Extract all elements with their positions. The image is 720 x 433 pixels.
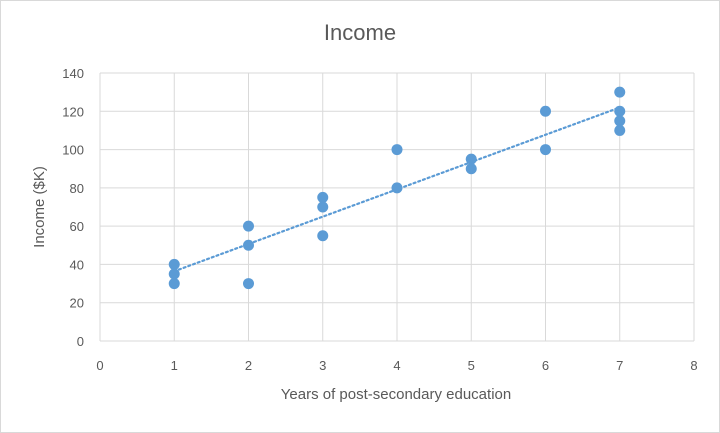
data-point [168, 278, 180, 290]
data-points [168, 86, 626, 290]
data-point [614, 115, 626, 127]
data-point [614, 86, 626, 98]
x-tick-label: 5 [468, 358, 475, 373]
data-point [465, 163, 477, 175]
x-tick-label: 3 [319, 358, 326, 373]
data-point [317, 201, 329, 213]
x-tick-label: 6 [542, 358, 549, 373]
x-axis-ticks: 0 1 2 3 4 5 6 7 8 [96, 358, 697, 373]
y-tick-label: 140 [62, 66, 84, 81]
data-point [243, 220, 254, 232]
data-point [317, 191, 329, 203]
data-point [168, 258, 180, 270]
data-point [540, 105, 551, 117]
y-tick-label: 0 [77, 334, 84, 349]
data-point [540, 144, 551, 156]
chart-title: Income [324, 20, 396, 45]
data-point [614, 105, 626, 117]
x-axis-title: Years of post-secondary education [281, 386, 511, 403]
y-axis-title: Income ($K) [31, 166, 48, 248]
gridlines [99, 72, 695, 342]
x-tick-label: 8 [690, 358, 697, 373]
data-point [317, 230, 329, 242]
y-tick-label: 100 [62, 143, 84, 158]
data-point [168, 268, 180, 280]
data-point [243, 278, 254, 290]
y-axis-ticks: 0 20 40 60 80 100 120 140 [62, 66, 84, 349]
y-tick-label: 120 [62, 104, 84, 119]
data-point [391, 144, 403, 156]
y-tick-label: 20 [70, 296, 84, 311]
data-point [614, 124, 626, 136]
data-point [465, 153, 477, 165]
x-tick-label: 2 [245, 358, 252, 373]
x-tick-label: 7 [616, 358, 623, 373]
y-tick-label: 40 [70, 257, 84, 272]
x-tick-label: 0 [96, 358, 103, 373]
y-tick-label: 80 [70, 181, 84, 196]
x-tick-label: 1 [171, 358, 178, 373]
x-tick-label: 4 [393, 358, 400, 373]
y-tick-label: 60 [70, 219, 84, 234]
data-point [243, 239, 254, 251]
data-point [391, 182, 403, 194]
